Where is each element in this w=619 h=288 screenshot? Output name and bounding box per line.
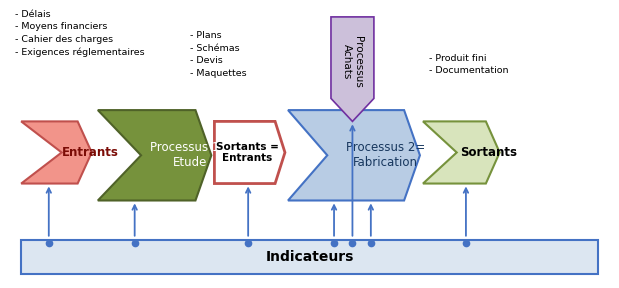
Polygon shape (288, 110, 420, 200)
Polygon shape (331, 17, 374, 122)
Text: - Délais
- Moyens financiers
- Cahier des charges
- Exigences réglementaires: - Délais - Moyens financiers - Cahier de… (15, 10, 145, 57)
Text: Entrants: Entrants (61, 146, 118, 159)
Text: Processus
Achats: Processus Achats (342, 36, 363, 88)
Text: Indicateurs: Indicateurs (266, 250, 353, 264)
Text: Processus 1=
Etude: Processus 1= Etude (150, 141, 230, 169)
Polygon shape (423, 122, 500, 183)
Polygon shape (21, 122, 92, 183)
Text: - Plans
- Schémas
- Devis
- Maquettes: - Plans - Schémas - Devis - Maquettes (190, 31, 246, 77)
Polygon shape (214, 122, 285, 183)
Text: Processus 2=
Fabrication: Processus 2= Fabrication (345, 141, 425, 169)
Text: Sortants =
Entrants: Sortants = Entrants (216, 142, 279, 163)
Polygon shape (98, 110, 211, 200)
Text: Sortants: Sortants (460, 146, 517, 159)
Text: - Produit fini
- Documentation: - Produit fini - Documentation (429, 54, 509, 75)
FancyBboxPatch shape (21, 240, 598, 274)
